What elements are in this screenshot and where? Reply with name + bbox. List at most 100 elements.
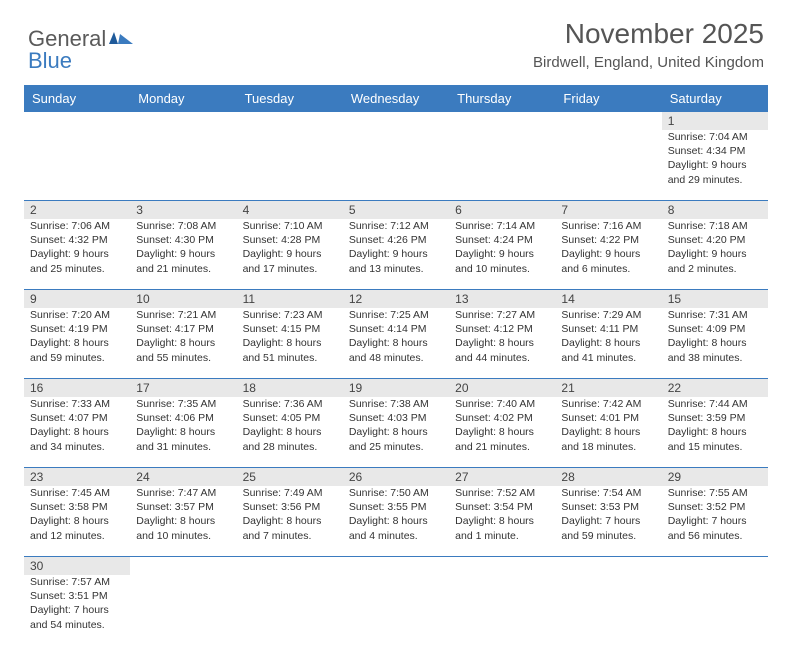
day-cell: Sunrise: 7:21 AMSunset: 4:17 PMDaylight:…	[130, 308, 236, 378]
sunset-text: Sunset: 3:53 PM	[561, 500, 655, 514]
daylight-text-2: and 25 minutes.	[349, 440, 443, 454]
daylight-text-2: and 21 minutes.	[136, 262, 230, 276]
daynum-row: 16171819202122	[24, 379, 768, 397]
day-cell: Sunrise: 7:38 AMSunset: 4:03 PMDaylight:…	[343, 397, 449, 467]
sunset-text: Sunset: 3:55 PM	[349, 500, 443, 514]
daylight-text-1: Daylight: 8 hours	[455, 425, 549, 439]
title-block: November 2025 Birdwell, England, United …	[533, 18, 764, 71]
sunrise-text: Sunrise: 7:50 AM	[349, 486, 443, 500]
sunrise-text: Sunrise: 7:52 AM	[455, 486, 549, 500]
sunset-text: Sunset: 3:54 PM	[455, 500, 549, 514]
daylight-text-1: Daylight: 8 hours	[136, 336, 230, 350]
sunrise-text: Sunrise: 7:33 AM	[30, 397, 124, 411]
daylight-text-2: and 31 minutes.	[136, 440, 230, 454]
sunset-text: Sunset: 4:12 PM	[455, 322, 549, 336]
day-cell: Sunrise: 7:10 AMSunset: 4:28 PMDaylight:…	[237, 219, 343, 289]
sunrise-text: Sunrise: 7:14 AM	[455, 219, 549, 233]
daylight-text-2: and 2 minutes.	[668, 262, 762, 276]
sunrise-text: Sunrise: 7:12 AM	[349, 219, 443, 233]
day-number: 9	[24, 290, 130, 308]
day-number: 29	[662, 468, 768, 486]
daylight-text-2: and 15 minutes.	[668, 440, 762, 454]
sunrise-text: Sunrise: 7:35 AM	[136, 397, 230, 411]
day-cell: Sunrise: 7:35 AMSunset: 4:06 PMDaylight:…	[130, 397, 236, 467]
week-body-row: Sunrise: 7:45 AMSunset: 3:58 PMDaylight:…	[24, 486, 768, 556]
sunrise-text: Sunrise: 7:38 AM	[349, 397, 443, 411]
day-cell	[130, 130, 236, 200]
weekday-label: Thursday	[449, 85, 555, 112]
brand-logo: General	[28, 18, 134, 52]
sunset-text: Sunset: 4:34 PM	[668, 144, 762, 158]
daylight-text-1: Daylight: 8 hours	[668, 425, 762, 439]
day-cell: Sunrise: 7:33 AMSunset: 4:07 PMDaylight:…	[24, 397, 130, 467]
sunrise-text: Sunrise: 7:21 AM	[136, 308, 230, 322]
sunrise-text: Sunrise: 7:18 AM	[668, 219, 762, 233]
daylight-text-1: Daylight: 8 hours	[455, 336, 549, 350]
day-cell	[555, 575, 661, 645]
daylight-text-1: Daylight: 7 hours	[30, 603, 124, 617]
day-number: 19	[343, 379, 449, 397]
sunset-text: Sunset: 4:19 PM	[30, 322, 124, 336]
day-number: 3	[130, 201, 236, 219]
daylight-text-1: Daylight: 8 hours	[243, 514, 337, 528]
day-number	[662, 557, 768, 575]
sunset-text: Sunset: 3:52 PM	[668, 500, 762, 514]
brand-part2: Blue	[28, 48, 72, 74]
daylight-text-2: and 28 minutes.	[243, 440, 337, 454]
weekday-label: Wednesday	[343, 85, 449, 112]
day-cell: Sunrise: 7:57 AMSunset: 3:51 PMDaylight:…	[24, 575, 130, 645]
day-number: 23	[24, 468, 130, 486]
day-cell: Sunrise: 7:44 AMSunset: 3:59 PMDaylight:…	[662, 397, 768, 467]
day-number: 1	[662, 112, 768, 130]
day-number: 24	[130, 468, 236, 486]
day-number: 7	[555, 201, 661, 219]
day-cell	[130, 575, 236, 645]
day-number: 20	[449, 379, 555, 397]
day-cell: Sunrise: 7:52 AMSunset: 3:54 PMDaylight:…	[449, 486, 555, 556]
day-cell	[343, 575, 449, 645]
sunset-text: Sunset: 3:59 PM	[668, 411, 762, 425]
daylight-text-2: and 10 minutes.	[136, 529, 230, 543]
daylight-text-2: and 55 minutes.	[136, 351, 230, 365]
day-cell: Sunrise: 7:04 AMSunset: 4:34 PMDaylight:…	[662, 130, 768, 200]
daylight-text-1: Daylight: 9 hours	[561, 247, 655, 261]
daylight-text-1: Daylight: 8 hours	[136, 425, 230, 439]
day-cell: Sunrise: 7:42 AMSunset: 4:01 PMDaylight:…	[555, 397, 661, 467]
sunset-text: Sunset: 4:02 PM	[455, 411, 549, 425]
sunrise-text: Sunrise: 7:49 AM	[243, 486, 337, 500]
day-cell: Sunrise: 7:18 AMSunset: 4:20 PMDaylight:…	[662, 219, 768, 289]
sunrise-text: Sunrise: 7:55 AM	[668, 486, 762, 500]
daylight-text-2: and 59 minutes.	[561, 529, 655, 543]
daylight-text-1: Daylight: 8 hours	[243, 425, 337, 439]
day-number	[237, 112, 343, 130]
day-number	[449, 557, 555, 575]
daylight-text-1: Daylight: 7 hours	[668, 514, 762, 528]
sunrise-text: Sunrise: 7:23 AM	[243, 308, 337, 322]
sunrise-text: Sunrise: 7:20 AM	[30, 308, 124, 322]
daylight-text-1: Daylight: 9 hours	[243, 247, 337, 261]
day-number	[24, 112, 130, 130]
weekday-label: Friday	[555, 85, 661, 112]
daylight-text-1: Daylight: 9 hours	[668, 247, 762, 261]
daylight-text-1: Daylight: 8 hours	[30, 425, 124, 439]
day-cell: Sunrise: 7:20 AMSunset: 4:19 PMDaylight:…	[24, 308, 130, 378]
day-cell: Sunrise: 7:47 AMSunset: 3:57 PMDaylight:…	[130, 486, 236, 556]
day-cell	[24, 130, 130, 200]
daylight-text-2: and 38 minutes.	[668, 351, 762, 365]
week-body-row: Sunrise: 7:04 AMSunset: 4:34 PMDaylight:…	[24, 130, 768, 200]
daylight-text-2: and 34 minutes.	[30, 440, 124, 454]
day-cell: Sunrise: 7:50 AMSunset: 3:55 PMDaylight:…	[343, 486, 449, 556]
sunset-text: Sunset: 3:56 PM	[243, 500, 337, 514]
daylight-text-1: Daylight: 8 hours	[561, 336, 655, 350]
flag-icon	[108, 30, 134, 48]
day-number: 30	[24, 557, 130, 575]
daylight-text-1: Daylight: 8 hours	[349, 336, 443, 350]
location-text: Birdwell, England, United Kingdom	[533, 54, 764, 71]
weekday-label: Saturday	[662, 85, 768, 112]
day-number: 5	[343, 201, 449, 219]
week-row: 16171819202122Sunrise: 7:33 AMSunset: 4:…	[24, 379, 768, 468]
daylight-text-2: and 51 minutes.	[243, 351, 337, 365]
sunset-text: Sunset: 4:09 PM	[668, 322, 762, 336]
page-header: General November 2025 Birdwell, England,…	[0, 0, 792, 79]
day-cell	[237, 575, 343, 645]
